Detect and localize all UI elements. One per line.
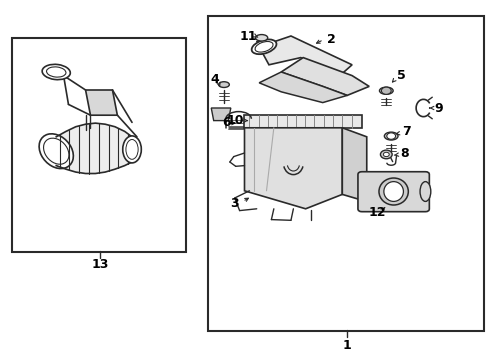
FancyBboxPatch shape bbox=[357, 172, 428, 212]
Ellipse shape bbox=[39, 134, 73, 168]
Ellipse shape bbox=[419, 181, 430, 202]
Text: 1: 1 bbox=[342, 339, 351, 352]
Ellipse shape bbox=[255, 35, 267, 41]
Text: 9: 9 bbox=[434, 102, 443, 114]
Text: 3: 3 bbox=[230, 197, 239, 210]
Text: 6: 6 bbox=[222, 116, 230, 129]
Text: 2: 2 bbox=[326, 33, 335, 46]
Polygon shape bbox=[244, 115, 361, 128]
Text: 4: 4 bbox=[210, 73, 219, 86]
Ellipse shape bbox=[122, 136, 141, 163]
Ellipse shape bbox=[46, 67, 66, 77]
Polygon shape bbox=[244, 128, 342, 209]
Circle shape bbox=[380, 150, 391, 159]
Ellipse shape bbox=[43, 138, 69, 164]
Text: 8: 8 bbox=[400, 147, 408, 159]
Polygon shape bbox=[259, 72, 346, 103]
Ellipse shape bbox=[383, 181, 403, 202]
Text: 7: 7 bbox=[402, 125, 410, 138]
Ellipse shape bbox=[251, 40, 276, 54]
Polygon shape bbox=[259, 36, 351, 76]
Ellipse shape bbox=[126, 140, 138, 159]
Bar bbox=[12, 38, 185, 252]
Circle shape bbox=[381, 87, 390, 94]
Polygon shape bbox=[56, 123, 132, 174]
Text: 10: 10 bbox=[226, 114, 244, 127]
Ellipse shape bbox=[42, 64, 70, 80]
Polygon shape bbox=[85, 90, 117, 115]
Ellipse shape bbox=[255, 41, 272, 52]
Circle shape bbox=[386, 133, 395, 139]
Text: 5: 5 bbox=[396, 69, 405, 82]
Ellipse shape bbox=[218, 82, 229, 87]
Text: 12: 12 bbox=[368, 206, 386, 219]
Ellipse shape bbox=[378, 178, 407, 205]
Text: 11: 11 bbox=[239, 30, 257, 42]
Circle shape bbox=[383, 152, 388, 157]
Polygon shape bbox=[211, 108, 230, 121]
Text: 13: 13 bbox=[91, 258, 109, 271]
Bar bbox=[207, 16, 483, 331]
Ellipse shape bbox=[379, 87, 392, 94]
Ellipse shape bbox=[384, 132, 397, 140]
Polygon shape bbox=[342, 128, 366, 202]
Polygon shape bbox=[281, 58, 368, 95]
